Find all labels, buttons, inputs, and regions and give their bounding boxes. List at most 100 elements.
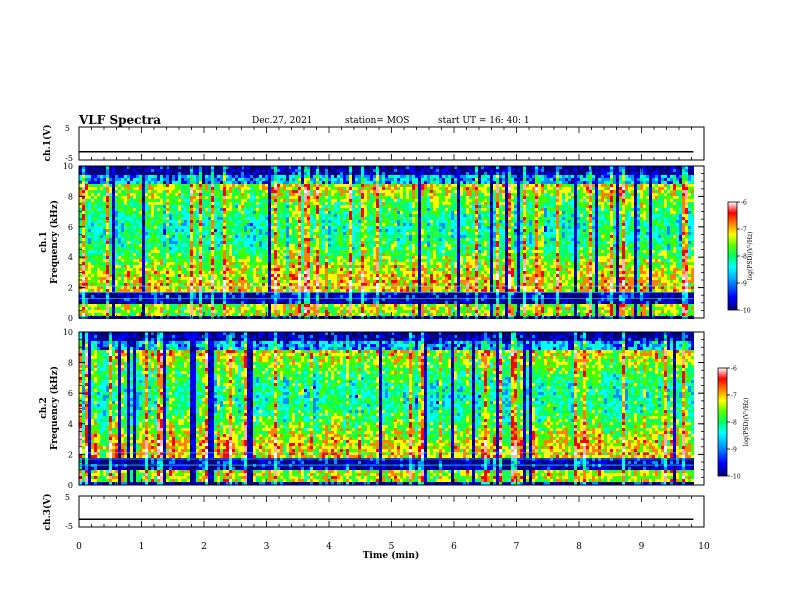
spectrogram-cell (121, 289, 124, 292)
spectrogram-cell (193, 304, 196, 307)
spectrogram-cell (118, 199, 121, 202)
spectrogram-cell (178, 295, 181, 298)
spectrogram-cell (148, 265, 151, 268)
spectrogram-cell (169, 268, 172, 271)
spectrogram-cell (157, 193, 160, 196)
spectrogram-cell (142, 169, 145, 172)
spectrogram-cell (88, 250, 91, 253)
spectrogram-cell (100, 202, 103, 205)
spectrogram-cell (205, 253, 208, 256)
spectrogram-cell (109, 184, 112, 187)
spectrogram-cell (214, 190, 217, 193)
spectrogram-cell (178, 289, 181, 292)
spectrogram-cell (100, 196, 103, 199)
spectrogram-cell (124, 229, 127, 232)
spectrogram-cell (106, 181, 109, 184)
spectrogram-cell (127, 277, 130, 280)
spectrogram-cell (130, 310, 133, 313)
spectrogram-cell (130, 262, 133, 265)
spectrogram-cell (208, 286, 211, 289)
spectrogram-cell (187, 250, 190, 253)
spectrogram-cell (208, 223, 211, 226)
spectrogram-cell (178, 265, 181, 268)
spectrogram-cell (106, 196, 109, 199)
spectrogram-cell (142, 301, 145, 304)
spectrogram-cell (88, 187, 91, 190)
spectrogram-cell (91, 190, 94, 193)
spectrogram-cell (136, 214, 139, 217)
spectrogram-cell (136, 220, 139, 223)
spectrogram-cell (142, 241, 145, 244)
spectrogram-cell (196, 238, 199, 241)
spectrogram-cell (124, 169, 127, 172)
spectrogram-cell (91, 283, 94, 286)
spectrogram-cell (121, 199, 124, 202)
spectrogram-cell (91, 253, 94, 256)
spectrogram-cell (181, 169, 184, 172)
spectrogram-cell (142, 247, 145, 250)
spectrogram-cell (115, 250, 118, 253)
spectrogram-cell (211, 256, 214, 259)
spectrogram-cell (208, 202, 211, 205)
spectrogram-cell (97, 262, 100, 265)
spectrogram-cell (154, 223, 157, 226)
spectrogram-cell (136, 259, 139, 262)
spectrogram-cell (175, 211, 178, 214)
spectrogram-cell (154, 202, 157, 205)
spectrogram-cell (184, 184, 187, 187)
spectrogram-cell (160, 253, 163, 256)
spectrogram-cell (148, 196, 151, 199)
spectrogram-cell (211, 232, 214, 235)
spectrogram-cell (136, 256, 139, 259)
spectrogram-cell (139, 262, 142, 265)
spectrogram-cell (142, 232, 145, 235)
spectrogram-cell (82, 265, 85, 268)
spectrogram-cell (163, 304, 166, 307)
spectrogram-cell (154, 277, 157, 280)
spectrogram-cell (175, 214, 178, 217)
spectrogram-cell (187, 253, 190, 256)
spectrogram-cell (187, 235, 190, 238)
spectrogram-cell (115, 214, 118, 217)
spectrogram-cell (169, 220, 172, 223)
spectrogram-cell (172, 271, 175, 274)
spectrogram-cell (151, 229, 154, 232)
spectrogram-cell (157, 262, 160, 265)
spectrogram-cell (184, 289, 187, 292)
spectrogram-cell (139, 190, 142, 193)
spectrogram-cell (178, 181, 181, 184)
spectrogram-cell (178, 175, 181, 178)
spectrogram-cell (124, 304, 127, 307)
spectrogram-cell (184, 217, 187, 220)
spectrogram-cell (103, 265, 106, 268)
spectrogram-cell (124, 241, 127, 244)
spectrogram-cell (127, 259, 130, 262)
spectrogram-cell (133, 190, 136, 193)
spectrogram-cell (118, 202, 121, 205)
spectrogram-cell (160, 250, 163, 253)
spectrogram-cell (187, 277, 190, 280)
spectrogram-cell (175, 259, 178, 262)
spectrogram-cell (139, 229, 142, 232)
spectrogram-cell (118, 229, 121, 232)
spectrogram-cell (208, 193, 211, 196)
spectrogram-cell (193, 217, 196, 220)
spectrogram-cell (145, 244, 148, 247)
spectrogram-cell (202, 220, 205, 223)
spectrogram-cell (100, 238, 103, 241)
spectrogram-cell (181, 286, 184, 289)
spectrogram-cell (187, 208, 190, 211)
spectrogram-cell (163, 247, 166, 250)
spectrogram-cell (139, 172, 142, 175)
spectrogram-cell (181, 190, 184, 193)
spectrogram-cell (196, 247, 199, 250)
spectrogram-cell (94, 184, 97, 187)
spectrogram-cell (157, 241, 160, 244)
spectrogram-cell (85, 223, 88, 226)
spectrogram-cell (214, 184, 217, 187)
spectrogram-cell (127, 229, 130, 232)
spectrogram-cell (166, 175, 169, 178)
spectrogram-cell (142, 265, 145, 268)
spectrogram-cell (199, 172, 202, 175)
spectrogram-cell (82, 217, 85, 220)
